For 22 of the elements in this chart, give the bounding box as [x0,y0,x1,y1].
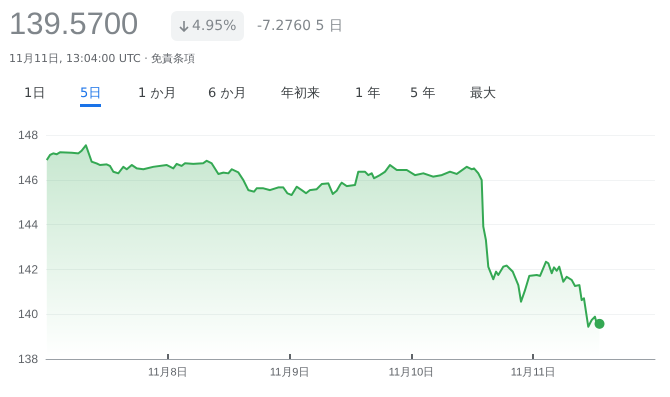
x-tick-label: 11月10日 [388,366,434,378]
text: 4.95% [192,17,236,36]
text: 1 年 [355,85,380,102]
text: 1日 [24,85,46,102]
x-tick-label: 11月9日 [270,366,310,378]
chart-title: 139.5700 [9,6,138,42]
y-tick-label: 144 [18,218,38,232]
text: -7.2760 5 日 [257,17,343,35]
text: 6 か月 [208,85,246,102]
y-tick-label: 140 [18,307,38,322]
y-tick-label: 138 [18,352,38,366]
x-tick-label: 11月8日 [148,366,188,378]
chart-subtitle: 11月11日, 13:04:00 UTC · 免責条項 [9,51,196,66]
x-tick-label: 11月11日 [510,366,556,378]
y-tick-label: 146 [18,172,38,187]
text: 5 年 [410,85,436,102]
y-tick-label: 142 [18,262,38,276]
text: 1 か月 [138,85,176,102]
text: 年初来 [281,85,320,102]
text: 5日 [80,84,102,107]
text: 最大 [470,85,496,102]
y-tick-label: 148 [18,128,38,142]
